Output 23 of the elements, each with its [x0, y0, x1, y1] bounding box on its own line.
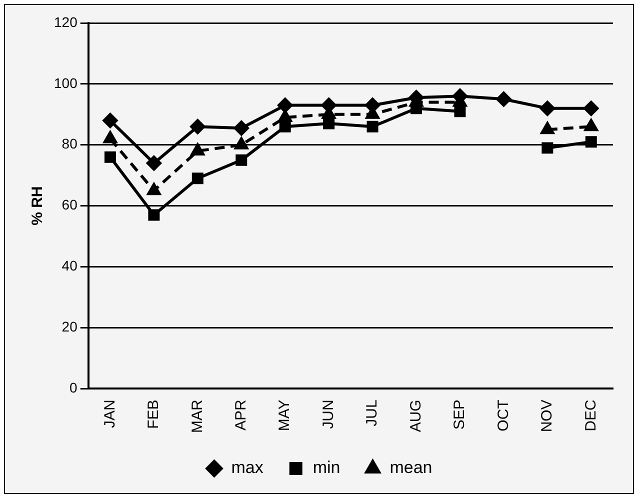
y-tick-label: 40: [62, 258, 78, 274]
x-tick-label: MAY: [276, 400, 294, 432]
legend-label: mean: [390, 458, 432, 478]
x-tick-label: AUG: [407, 400, 424, 432]
y-tick-label: 120: [54, 14, 78, 30]
x-tick-label: FEB: [145, 400, 162, 429]
y-tick-label: 20: [62, 318, 78, 335]
x-tick-label: SEP: [451, 400, 468, 430]
y-tick-label: 80: [62, 136, 78, 152]
legend-label: min: [312, 458, 340, 478]
y-tick-label: 60: [62, 196, 78, 213]
x-tick-label: MAR: [188, 400, 206, 434]
x-tick-label: APR: [232, 400, 250, 431]
y-tick-label: 0: [70, 380, 78, 396]
x-tick-label: DEC: [582, 400, 600, 432]
x-tick-label: JUL: [364, 400, 381, 426]
x-tick-label: OCT: [494, 400, 512, 432]
legend-label: max: [231, 458, 264, 478]
x-tick-label: JAN: [101, 400, 118, 428]
y-tick-label: 100: [54, 74, 78, 91]
x-tick-label: NOV: [538, 400, 556, 432]
x-tick-label: JUN: [320, 400, 337, 429]
y-axis-title: % RH: [29, 186, 46, 226]
